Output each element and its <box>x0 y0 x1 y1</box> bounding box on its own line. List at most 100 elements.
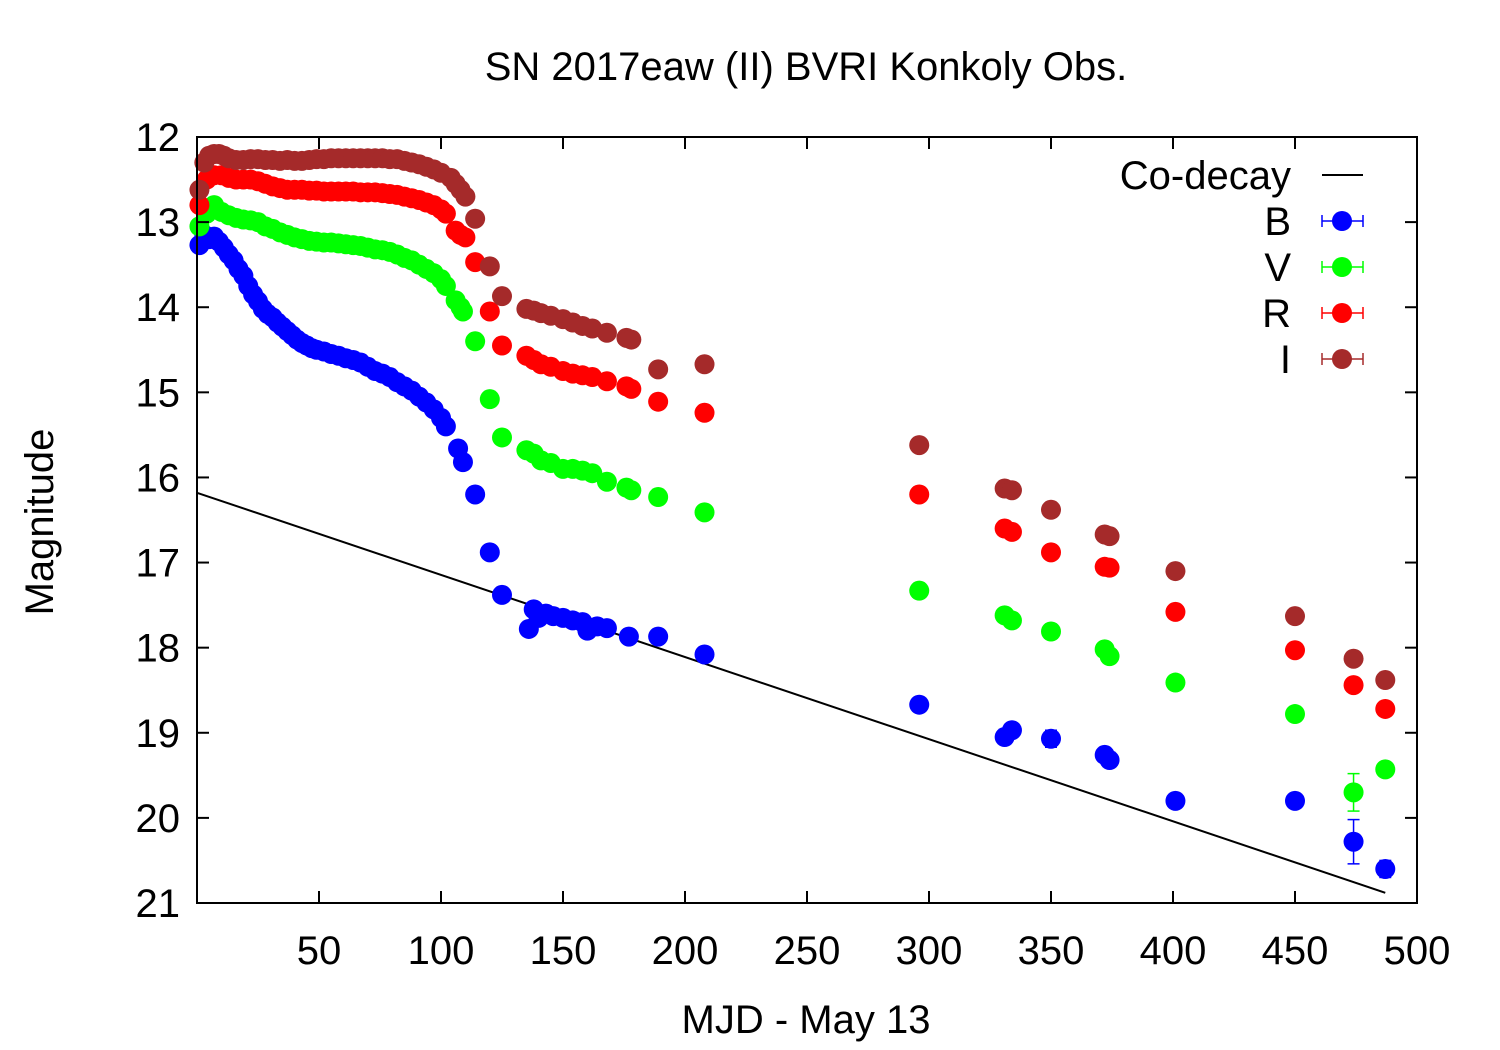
data-point-R <box>1099 557 1120 578</box>
data-point-I <box>1165 561 1186 582</box>
data-point-V <box>465 331 486 352</box>
x-tick-label: 300 <box>896 929 963 973</box>
data-point-R <box>909 484 930 505</box>
data-point-V <box>452 301 473 322</box>
data-point-B <box>492 584 512 605</box>
legend-label: V <box>1264 246 1291 290</box>
data-point-B <box>1375 858 1396 879</box>
data-point-B <box>1041 728 1061 749</box>
chart-title: SN 2017eaw (II) BVRI Konkoly Obs. <box>485 45 1128 89</box>
data-point-B <box>435 416 456 437</box>
y-axis-label: Magnitude <box>18 429 62 616</box>
data-point-R <box>479 301 500 322</box>
y-tick-label: 12 <box>136 116 181 160</box>
data-point-R <box>1041 542 1061 563</box>
legend-label: R <box>1262 292 1291 336</box>
data-point-R <box>1343 675 1364 696</box>
data-point-B <box>1285 790 1305 811</box>
legend-marker <box>1332 211 1352 231</box>
data-point-V <box>479 389 500 410</box>
data-point-I <box>621 329 642 350</box>
data-point-R <box>648 391 669 412</box>
y-axis: 12 13 14 15 16 17 18 19 20 21 <box>136 116 1417 926</box>
data-point-V <box>1001 610 1022 631</box>
data-point-I <box>1343 648 1364 669</box>
y-tick-label: 20 <box>136 797 181 841</box>
data-point-I <box>596 322 617 343</box>
data-point-V <box>582 463 603 484</box>
legend-marker <box>1332 303 1352 323</box>
data-point-V <box>1343 782 1364 803</box>
data-point-I <box>492 286 512 307</box>
x-tick-label: 100 <box>408 929 475 973</box>
data-point-R <box>621 378 642 399</box>
x-tick-label: 450 <box>1262 929 1329 973</box>
y-tick-label: 13 <box>136 201 181 245</box>
data-point-V <box>909 580 930 601</box>
data-point-R <box>1165 601 1186 622</box>
x-tick-label: 500 <box>1384 929 1451 973</box>
x-tick-label: 150 <box>530 929 597 973</box>
data-point-V <box>1285 704 1305 725</box>
data-point-V <box>596 471 617 492</box>
plot-area <box>189 144 1396 894</box>
data-point-B <box>1343 831 1364 852</box>
y-tick-label: 17 <box>136 542 181 586</box>
series-V <box>189 195 1396 812</box>
series-I <box>189 144 1396 691</box>
y-tick-label: 21 <box>136 882 181 926</box>
x-tick-label: 250 <box>774 929 841 973</box>
data-point-I <box>479 256 500 277</box>
data-point-I <box>189 179 210 200</box>
data-point-I <box>648 359 669 380</box>
x-axis-label: MJD - May 13 <box>682 998 931 1042</box>
data-point-V <box>1165 672 1186 693</box>
data-point-R <box>1375 698 1396 719</box>
data-point-B <box>1001 720 1022 741</box>
data-point-B <box>618 626 639 647</box>
legend-label: Co-decay <box>1120 154 1291 198</box>
data-point-V <box>435 275 456 296</box>
data-point-I <box>1001 480 1022 501</box>
data-point-I <box>1375 670 1396 691</box>
legend-marker <box>1332 349 1352 369</box>
series-B <box>189 224 1396 879</box>
data-point-V <box>648 487 669 508</box>
data-point-V <box>492 427 512 448</box>
data-point-B <box>909 694 930 715</box>
x-tick-label: 400 <box>1140 929 1207 973</box>
data-point-R <box>596 371 617 392</box>
data-point-V <box>1041 621 1061 642</box>
data-point-I <box>909 435 930 456</box>
data-point-R <box>694 402 715 423</box>
data-point-I <box>1099 526 1120 547</box>
y-tick-label: 15 <box>136 371 181 415</box>
y-tick-label: 16 <box>136 456 181 500</box>
data-point-R <box>492 335 512 356</box>
data-point-B <box>1165 790 1186 811</box>
data-point-I <box>1285 606 1305 627</box>
data-point-R <box>455 227 476 248</box>
data-point-V <box>621 480 642 501</box>
co-decay-line <box>196 491 1386 894</box>
data-point-I <box>694 354 715 375</box>
data-point-B <box>465 484 486 505</box>
x-tick-label: 50 <box>297 929 342 973</box>
data-point-R <box>1001 521 1022 542</box>
y-tick-label: 14 <box>136 286 181 330</box>
data-point-R <box>189 195 210 216</box>
data-point-I <box>1041 499 1061 520</box>
x-tick-label: 350 <box>1018 929 1085 973</box>
data-point-B <box>596 618 617 639</box>
x-axis: 50 100 150 200 250 300 350 400 450 500 <box>297 137 1451 973</box>
x-tick-label: 200 <box>652 929 719 973</box>
data-point-B <box>452 452 473 473</box>
series-R <box>189 165 1396 719</box>
data-point-I <box>455 186 476 207</box>
data-point-B <box>648 626 669 647</box>
legend-marker <box>1332 257 1352 277</box>
data-point-I <box>465 208 486 229</box>
data-point-B <box>694 644 715 665</box>
